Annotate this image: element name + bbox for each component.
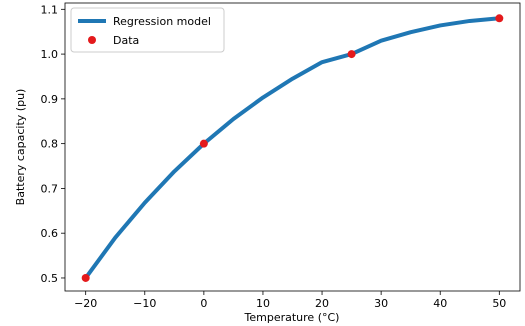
legend-label-data: Data: [113, 34, 139, 47]
x-tick-label: 0: [200, 297, 207, 310]
legend-marker-swatch: [88, 36, 96, 44]
data-point: [199, 139, 208, 148]
y-tick-label: 1.1: [41, 3, 59, 16]
x-tick-label: 40: [433, 297, 447, 310]
x-axis-ticks: −20 −10 0 10 20 30 40 50: [74, 291, 506, 310]
data-point: [81, 273, 90, 282]
legend-box: [70, 7, 225, 53]
x-tick-label: −20: [74, 297, 97, 310]
x-tick-label: 20: [315, 297, 329, 310]
x-tick-label: 50: [492, 297, 506, 310]
x-axis-label: Temperature (°C): [244, 311, 340, 324]
y-tick-label: 0.5: [41, 272, 59, 285]
x-tick-label: 30: [374, 297, 388, 310]
x-tick-label: 10: [256, 297, 270, 310]
y-tick-label: 0.9: [41, 93, 59, 106]
legend-label-regression: Regression model: [113, 15, 211, 28]
y-tick-label: 1.0: [41, 48, 59, 61]
x-tick-label: −10: [133, 297, 156, 310]
legend: Regression model Data: [70, 7, 225, 53]
data-point: [495, 14, 504, 23]
regression-line: [84, 16, 500, 280]
y-tick-label: 0.7: [41, 182, 59, 195]
y-axis-ticks: 0.5 0.6 0.7 0.8 0.9 1.0 1.1: [41, 3, 65, 285]
y-axis-label: Battery capacity (pu): [14, 89, 27, 206]
data-layer: [81, 14, 504, 282]
y-tick-label: 0.8: [41, 138, 59, 151]
plot-frame: [64, 2, 521, 292]
data-point: [347, 50, 356, 59]
y-tick-label: 0.6: [41, 227, 59, 240]
